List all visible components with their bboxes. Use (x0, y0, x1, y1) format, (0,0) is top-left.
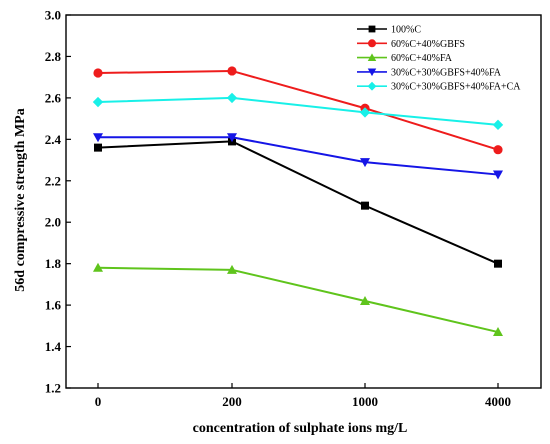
y-tick-label: 2.0 (45, 215, 61, 230)
legend-item: 30%C+30%GBFS+40%FA+CA (357, 82, 521, 93)
data-point (493, 327, 503, 337)
x-axis-title: concentration of sulphate ions mg/L (193, 421, 408, 436)
legend-item: 60%C+40%GBFS (357, 39, 465, 50)
legend-label: 60%C+40%FA (391, 53, 453, 64)
legend-label: 30%C+30%GBFS+40%FA (391, 67, 502, 78)
y-axis-title: 56d compressive strength MPa (13, 108, 28, 291)
y-tick-label: 2.6 (45, 90, 62, 105)
data-point (360, 295, 370, 305)
x-tick-label: 4000 (485, 394, 511, 409)
data-point (227, 264, 237, 274)
x-tick-label: 200 (222, 394, 242, 409)
data-point (492, 119, 504, 131)
y-tick-label: 2.2 (45, 173, 61, 188)
series-1 (94, 137, 502, 268)
series-line (97, 69, 499, 151)
data-point (93, 68, 103, 78)
y-tick-label: 3.0 (45, 8, 61, 23)
data-point (92, 96, 104, 108)
data-point (360, 158, 370, 168)
y-tick-label: 1.8 (45, 256, 62, 271)
x-tick-label: 0 (95, 394, 102, 409)
data-point (226, 92, 238, 104)
legend-label: 60%C+40%GBFS (391, 39, 465, 50)
legend-label: 100%C (391, 25, 421, 36)
legend-item: 60%C+40%FA (357, 53, 453, 64)
data-point (227, 133, 237, 143)
legend: 100%C 60%C+40%GBFS 60%C+40%FA 30%C+30%GBFS+… (357, 25, 521, 93)
data-point (494, 259, 502, 268)
y-tick-label: 1.2 (45, 381, 61, 396)
series-2 (93, 66, 503, 155)
y-tick-label: 2.8 (45, 49, 62, 64)
data-point (359, 107, 371, 118)
y-tick-label: 1.6 (45, 298, 62, 313)
y-tick-label: 2.4 (45, 132, 62, 147)
series-line (97, 140, 499, 265)
series-3 (93, 262, 503, 337)
data-point (368, 25, 376, 33)
legend-label: 30%C+30%GBFS+40%FA+CA (391, 82, 521, 93)
data-point (368, 39, 376, 48)
data-point (227, 66, 237, 76)
x-tick-label: 1000 (352, 394, 378, 409)
series-line (97, 96, 499, 126)
y-tick-label: 1.4 (45, 339, 62, 354)
series-4 (93, 133, 503, 180)
data-point (493, 170, 503, 180)
data-point (361, 201, 369, 210)
series-line (97, 266, 499, 334)
plot-frame (65, 14, 542, 389)
legend-item: 100%C (357, 25, 421, 36)
series-line (98, 136, 499, 176)
data-point (493, 145, 503, 155)
series-5 (92, 92, 504, 131)
data-point (93, 262, 103, 272)
data-point (94, 143, 102, 152)
data-point (93, 133, 103, 143)
data-point (367, 81, 377, 91)
legend-item: 30%C+30%GBFS+40%FA (357, 67, 502, 78)
data-point (367, 53, 377, 61)
data-point (367, 68, 377, 77)
